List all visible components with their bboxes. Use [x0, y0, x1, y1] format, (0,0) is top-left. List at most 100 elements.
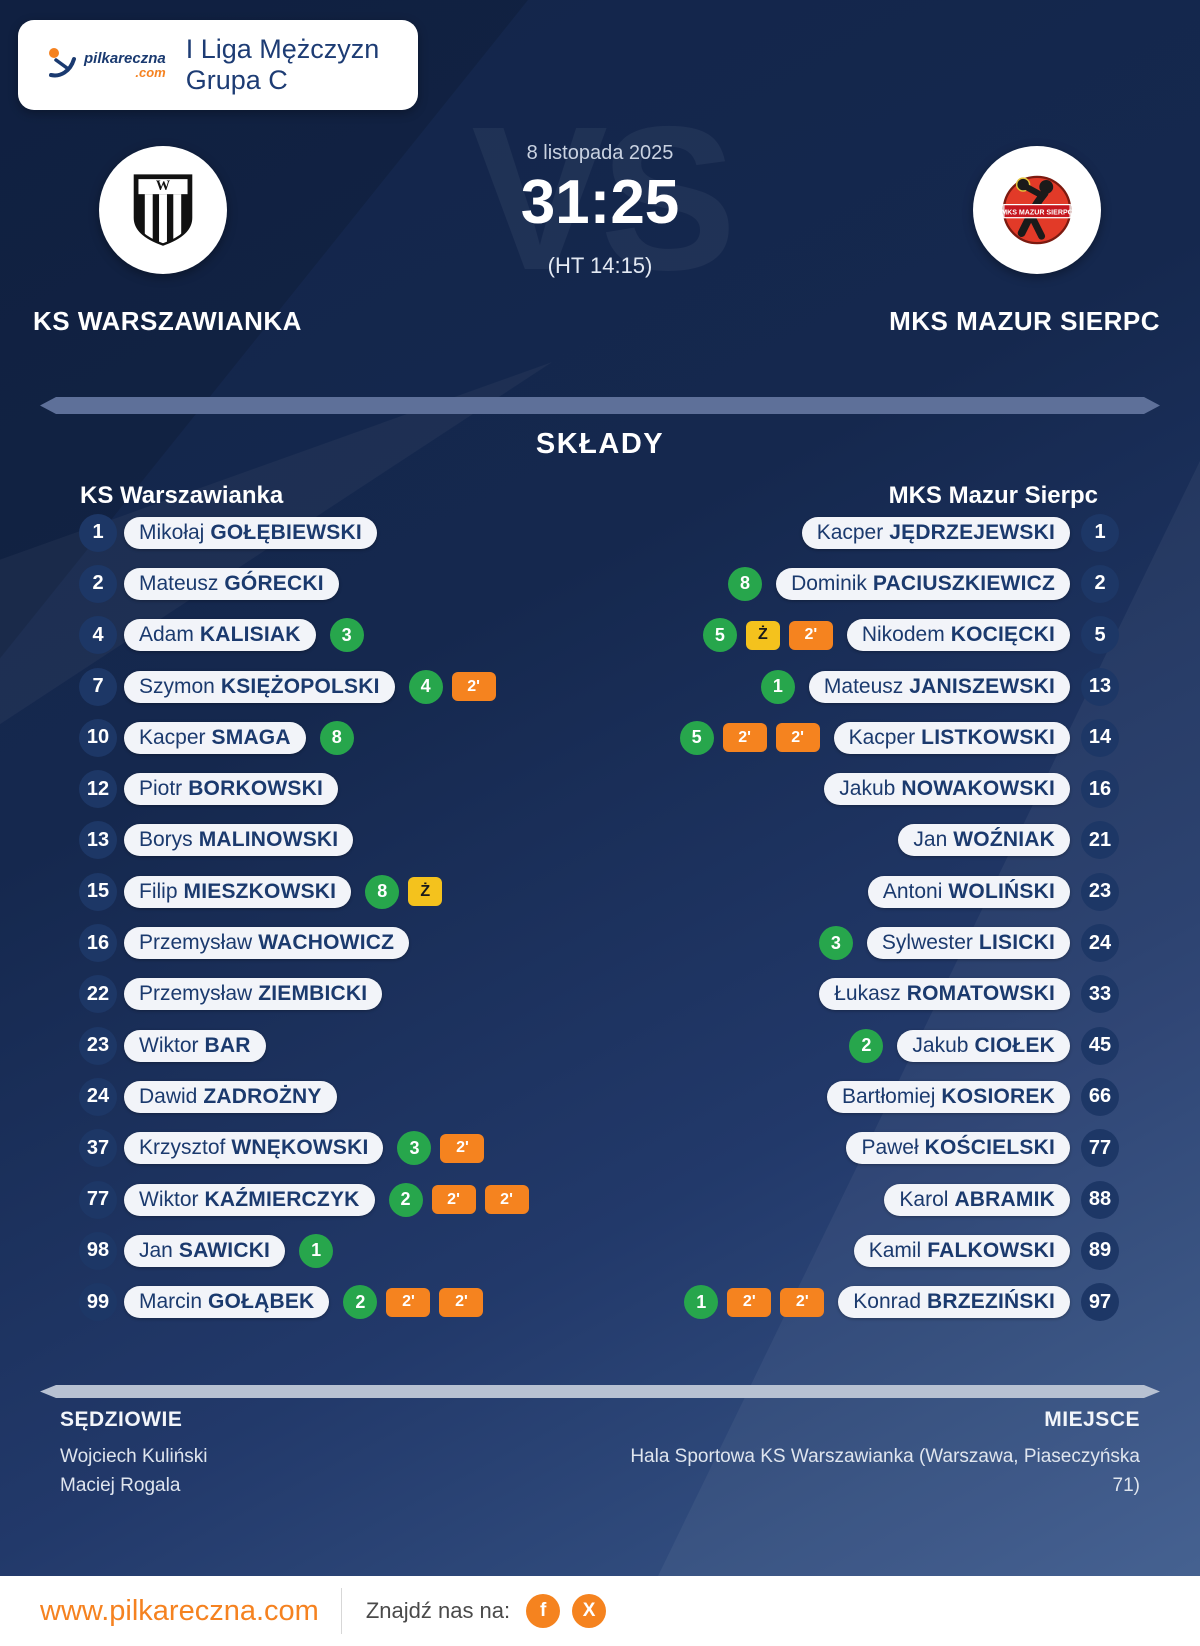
player-first-name: Paweł: [861, 1136, 919, 1160]
player-badges: 1: [299, 1233, 334, 1268]
player-name-pill: Jan WOŹNIAK: [898, 824, 1070, 857]
player-last-name: LISTKOWSKI: [921, 725, 1055, 749]
player-badges: 3: [818, 926, 853, 961]
player-last-name: WACHOWICZ: [258, 931, 395, 955]
player-number: 89: [1081, 1231, 1119, 1270]
brand-tld: .com: [135, 65, 166, 80]
player-number: 7: [79, 667, 117, 706]
player-name-pill: Kamil FALKOWSKI: [853, 1234, 1070, 1267]
player-name-pill: Karol ABRAMIK: [884, 1183, 1070, 1216]
venue-address: Hala Sportowa KS Warszawianka (Warszawa,…: [630, 1446, 1140, 1496]
player-name-pill: Nikodem KOCIĘCKI: [846, 619, 1070, 652]
site-url-link[interactable]: www.pilkareczna.com: [40, 1594, 319, 1627]
goals-badge: 2: [849, 1028, 884, 1063]
player-first-name: Karol: [899, 1187, 949, 1211]
two-minute-badge: 2': [788, 620, 833, 650]
player-last-name: SMAGA: [211, 725, 291, 749]
player-badges: 4 2': [408, 669, 496, 704]
player-number: 99: [79, 1283, 117, 1322]
player-row: 12 Piotr BORKOWSKI: [79, 763, 529, 814]
player-row: Jan WOŹNIAK 21: [884, 815, 1119, 866]
player-last-name: MALINOWSKI: [198, 828, 339, 852]
player-badges: 2 2' 2': [343, 1285, 484, 1320]
player-row: 10 Kacper SMAGA 8: [79, 712, 529, 763]
player-number: 16: [1081, 770, 1119, 809]
player-row: 98 Jan SAWICKI 1: [79, 1225, 529, 1276]
player-first-name: Jan: [913, 828, 948, 852]
player-last-name: BAR: [204, 1033, 251, 1057]
player-first-name: Kacper: [816, 520, 884, 544]
footer-divider: [340, 1588, 342, 1634]
player-first-name: Mateusz: [823, 674, 904, 698]
player-first-name: Kamil: [868, 1238, 922, 1262]
player-first-name: Wiktor: [139, 1033, 199, 1057]
player-number: 24: [79, 1077, 117, 1116]
player-last-name: BORKOWSKI: [188, 777, 323, 801]
player-row: 1 2' 2' Konrad BRZEZIŃSKI 97: [684, 1276, 1119, 1327]
two-minute-badge: 2': [431, 1185, 476, 1214]
player-badges: 5 2' 2': [679, 720, 820, 755]
two-minute-badge: 2': [727, 1287, 772, 1317]
player-number: 66: [1081, 1077, 1119, 1116]
goals-badge: 3: [818, 926, 853, 961]
player-row: 1 Mikołaj GOŁĘBIEWSKI: [79, 507, 529, 558]
player-first-name: Kacper: [848, 725, 916, 749]
player-number: 13: [1081, 667, 1119, 706]
player-name-pill: Paweł KOŚCIELSKI: [846, 1132, 1070, 1165]
goals-badge: 4: [408, 669, 443, 704]
player-name-pill: Jakub NOWAKOWSKI: [824, 773, 1070, 806]
home-roster-list: 1 Mikołaj GOŁĘBIEWSKI 2 Mateusz GÓRECKI 4 Adam K…: [79, 507, 529, 1328]
player-first-name: Adam: [139, 623, 194, 647]
player-last-name: JANISZEWSKI: [909, 674, 1055, 698]
player-last-name: WOLIŃSKI: [948, 879, 1055, 903]
player-last-name: ABRAMIK: [954, 1187, 1055, 1211]
find-us-label: Znajdź nas na:: [365, 1598, 511, 1623]
site-logo-text: pilkareczna .com: [84, 51, 166, 79]
goals-badge: 5: [679, 720, 714, 755]
player-number: 2: [79, 564, 117, 603]
goals-badge: 5: [702, 618, 737, 653]
x-twitter-icon[interactable]: X: [572, 1594, 607, 1628]
player-last-name: KALISIAK: [199, 623, 301, 647]
halftime-score: (HT 14:15): [547, 253, 653, 278]
player-name-pill: Mikołaj GOŁĘBIEWSKI: [124, 516, 377, 549]
player-number: 2: [1081, 564, 1119, 603]
player-name-pill: Borys MALINOWSKI: [124, 824, 354, 857]
player-last-name: WNĘKOWSKI: [231, 1136, 369, 1160]
referees-title: SĘDZIOWIE: [60, 1408, 183, 1431]
player-row: 77 Wiktor KAŹMIERCZYK 2 2' 2': [79, 1174, 529, 1225]
player-number: 4: [79, 616, 117, 655]
player-first-name: Przemysław: [139, 982, 253, 1006]
player-name-pill: Sylwester LISICKI: [866, 927, 1070, 960]
referee-name: Maciej Rogala: [60, 1475, 181, 1496]
player-number: 1: [79, 513, 117, 552]
player-number: 14: [1081, 718, 1119, 757]
player-number: 98: [79, 1231, 117, 1270]
player-first-name: Mateusz: [139, 571, 219, 595]
player-first-name: Piotr: [139, 777, 183, 801]
player-number: 23: [79, 1026, 117, 1065]
player-first-name: Jan: [139, 1238, 173, 1262]
player-last-name: NOWAKOWSKI: [901, 777, 1055, 801]
player-first-name: Przemysław: [139, 931, 253, 955]
away-roster-title: MKS Mazur Sierpc: [888, 482, 1098, 509]
player-name-pill: Kacper JĘDRZEJEWSKI: [801, 516, 1070, 549]
referees-block: SĘDZIOWIE Wojciech Kuliński Maciej Rogal…: [60, 1408, 207, 1500]
player-first-name: Jakub: [839, 777, 896, 801]
goals-badge: 2: [343, 1285, 378, 1320]
player-row: 5 Ż 2' Nikodem KOCIĘCKI 5: [702, 610, 1119, 661]
player-name-pill: Jan SAWICKI: [124, 1234, 286, 1267]
player-last-name: KAŹMIERCZYK: [204, 1187, 360, 1211]
player-first-name: Antoni: [882, 879, 943, 903]
player-number: 45: [1081, 1026, 1119, 1065]
section-divider: [40, 397, 1160, 414]
player-name-pill: Piotr BORKOWSKI: [124, 773, 338, 806]
two-minute-badge: 2': [484, 1185, 529, 1214]
facebook-icon[interactable]: f: [526, 1594, 561, 1628]
player-row: Karol ABRAMIK 88: [870, 1174, 1119, 1225]
home-team-name: KS WARSZAWIANKA: [33, 306, 302, 336]
two-minute-badge: 2': [451, 672, 496, 702]
goals-badge: 1: [684, 1285, 719, 1320]
player-name-pill: Jakub CIOŁEK: [897, 1029, 1070, 1062]
goals-badge: 1: [760, 669, 795, 704]
